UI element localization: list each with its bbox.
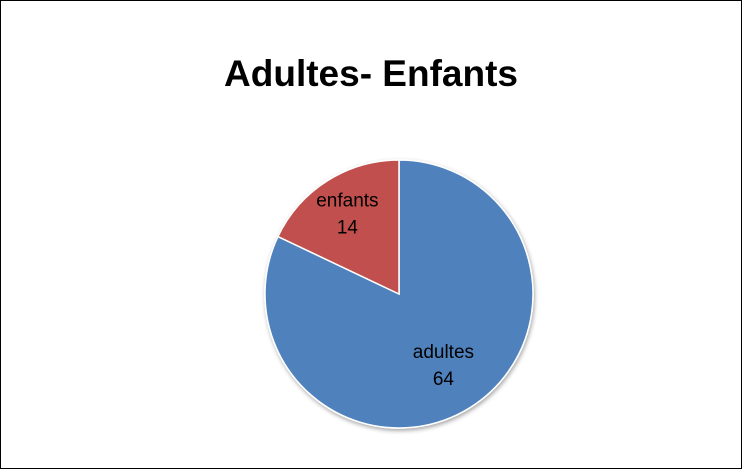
data-label-value-enfants: 14 [337,218,359,239]
data-label-name-enfants: enfants [316,191,378,212]
pie-slices [264,159,534,429]
pie-data-labels: adultes 64 enfants 14 [316,191,474,391]
pie-slice-enfants [276,159,400,296]
chart-title: Adultes- Enfants [224,53,518,94]
data-label-value-adultes: 64 [433,369,455,390]
data-label-name-adultes: adultes [413,342,474,363]
